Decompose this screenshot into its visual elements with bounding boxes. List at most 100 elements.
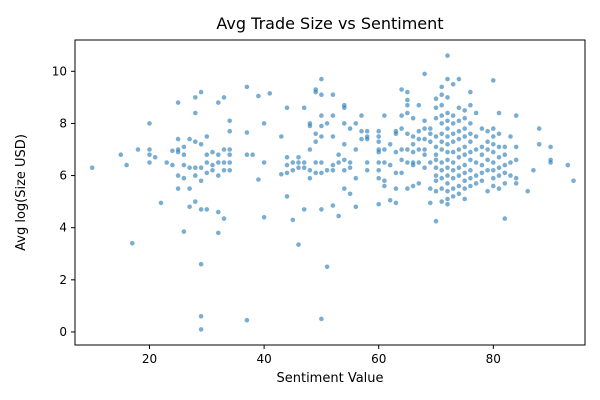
scatter-point bbox=[473, 110, 479, 116]
scatter-point bbox=[496, 144, 502, 150]
scatter-point bbox=[456, 118, 462, 124]
scatter-point bbox=[445, 76, 450, 82]
scatter-point bbox=[393, 149, 399, 155]
scatter-point bbox=[410, 183, 416, 189]
scatter-point bbox=[175, 149, 181, 155]
scatter-point bbox=[433, 157, 439, 163]
scatter-point bbox=[221, 168, 227, 173]
scatter-point bbox=[279, 172, 284, 177]
scatter-point bbox=[462, 170, 468, 176]
scatter-point bbox=[244, 130, 250, 135]
scatter-point bbox=[416, 128, 422, 134]
scatter-point bbox=[456, 105, 462, 111]
scatter-point bbox=[364, 128, 370, 134]
scatter-point bbox=[450, 149, 456, 155]
scatter-point bbox=[422, 152, 427, 157]
scatter-point bbox=[445, 142, 450, 147]
scatter-point bbox=[485, 139, 490, 144]
scatter-point bbox=[513, 181, 519, 186]
scatter-point bbox=[479, 144, 485, 150]
scatter-point bbox=[456, 173, 462, 178]
scatter-point bbox=[502, 162, 508, 168]
scatter-point bbox=[479, 178, 485, 184]
scatter-point bbox=[347, 160, 353, 165]
scatter-point bbox=[336, 160, 341, 165]
scatter-point bbox=[445, 201, 450, 207]
scatter-point bbox=[204, 170, 210, 176]
scatter-point bbox=[536, 126, 542, 131]
scatter-point bbox=[450, 113, 456, 118]
scatter-point bbox=[175, 136, 181, 142]
scatter-point bbox=[433, 178, 439, 184]
scatter-point bbox=[393, 131, 399, 137]
scatter-point bbox=[216, 173, 221, 178]
scatter-point bbox=[301, 165, 307, 170]
scatter-point bbox=[216, 152, 221, 157]
scatter-point bbox=[170, 148, 175, 154]
scatter-point bbox=[387, 198, 393, 203]
y-tick-label: 0 bbox=[59, 325, 67, 339]
scatter-point bbox=[290, 160, 296, 165]
scatter-point bbox=[422, 71, 427, 77]
scatter-point bbox=[319, 207, 324, 212]
scatter-point bbox=[284, 155, 290, 160]
scatter-point bbox=[193, 165, 198, 170]
scatter-point bbox=[502, 181, 508, 186]
scatter-point bbox=[405, 89, 410, 95]
scatter-point bbox=[439, 84, 445, 90]
scatter-point bbox=[382, 113, 387, 118]
scatter-point bbox=[376, 201, 382, 207]
scatter-point bbox=[456, 165, 462, 170]
scatter-point bbox=[170, 162, 175, 168]
scatter-point bbox=[319, 76, 324, 82]
scatter-point bbox=[336, 152, 341, 157]
scatter-point bbox=[387, 162, 393, 168]
scatter-point bbox=[187, 204, 192, 210]
scatter-point bbox=[479, 162, 485, 168]
scatter-point bbox=[147, 147, 152, 152]
scatter-point bbox=[364, 168, 370, 173]
scatter-point bbox=[571, 178, 576, 184]
scatter-point bbox=[445, 118, 450, 124]
scatter-point bbox=[468, 139, 473, 144]
scatter-point bbox=[210, 168, 215, 173]
scatter-point bbox=[342, 121, 347, 126]
scatter-point bbox=[450, 139, 456, 144]
scatter-point bbox=[301, 160, 307, 165]
scatter-point bbox=[433, 188, 439, 194]
scatter-point bbox=[450, 175, 456, 181]
scatter-point bbox=[513, 144, 519, 150]
scatter-point bbox=[416, 102, 422, 108]
scatter-point bbox=[439, 168, 445, 173]
scatter-point bbox=[565, 162, 571, 168]
scatter-point bbox=[410, 142, 416, 147]
scatter-point bbox=[496, 131, 502, 137]
scatter-point bbox=[376, 149, 382, 155]
scatter-point bbox=[164, 160, 169, 165]
scatter-point bbox=[342, 105, 347, 111]
scatter-point bbox=[387, 142, 393, 147]
points-layer bbox=[89, 53, 576, 332]
scatter-point bbox=[422, 136, 427, 142]
scatter-point bbox=[439, 113, 445, 118]
scatter-point bbox=[399, 113, 404, 118]
scatter-point bbox=[382, 160, 387, 165]
scatter-point bbox=[439, 175, 445, 181]
scatter-point bbox=[204, 160, 210, 165]
scatter-point bbox=[485, 128, 490, 134]
scatter-point bbox=[147, 160, 152, 165]
scatter-point bbox=[319, 160, 324, 165]
scatter-point bbox=[456, 128, 462, 134]
scatter-point bbox=[399, 87, 404, 92]
scatter-point bbox=[479, 170, 485, 176]
scatter-point bbox=[508, 173, 513, 178]
scatter-point bbox=[290, 168, 296, 173]
scatter-point bbox=[445, 188, 450, 194]
scatter-point bbox=[462, 152, 468, 157]
scatter-point bbox=[376, 134, 382, 139]
scatter-point bbox=[428, 160, 433, 165]
scatter-point bbox=[353, 204, 359, 210]
scatter-point bbox=[221, 95, 227, 100]
scatter-point bbox=[364, 136, 370, 142]
scatter-point bbox=[376, 168, 382, 173]
